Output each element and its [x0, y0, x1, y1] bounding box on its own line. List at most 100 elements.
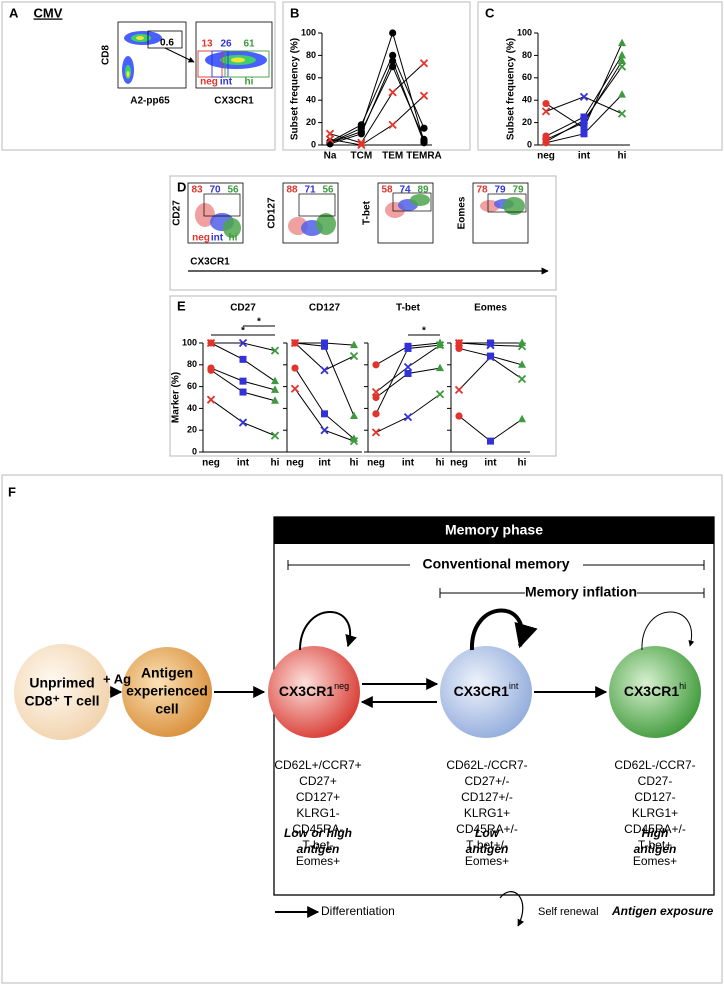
node-label: CD8⁺ T cell [24, 693, 99, 709]
node-label: CX3CR1hi [624, 681, 686, 698]
point [542, 99, 550, 108]
significance-label: * [257, 317, 261, 328]
subset-value: 89 [417, 185, 429, 196]
point [455, 344, 463, 353]
point [357, 138, 366, 147]
node-label-main: CX3CR1 [624, 683, 679, 699]
y-tick-label: 40 [306, 95, 316, 105]
point [371, 387, 381, 397]
point [486, 353, 495, 362]
x-tick-label: int [402, 458, 415, 469]
panel-label: A [9, 5, 19, 20]
marker-text: T-bet- [302, 838, 333, 852]
gate-value: 0.6 [160, 38, 174, 49]
series-line [210, 399, 276, 437]
y-axis-label: Subset frequency (%) [290, 38, 301, 140]
flow-y-label: CD27 [172, 200, 183, 226]
point [372, 361, 380, 369]
y-tick-label: 20 [522, 117, 532, 127]
point [518, 360, 526, 368]
point [517, 374, 527, 384]
point [618, 90, 626, 98]
series-line [329, 65, 425, 144]
point [454, 338, 464, 348]
node-label: cell [155, 701, 178, 717]
point [579, 92, 589, 101]
point [404, 370, 412, 378]
flow-x-label: A2-pp65 [130, 96, 170, 107]
y-tick-label: 40 [187, 403, 197, 413]
node-label-main: CX3CR1 [279, 683, 334, 699]
panel-label: F [8, 484, 16, 499]
series-line [375, 393, 441, 433]
y-tick-label: 0 [192, 446, 197, 456]
y-tick-label: 100 [182, 337, 197, 347]
y-tick-label: 60 [522, 72, 532, 82]
point [271, 385, 279, 393]
point [541, 107, 551, 116]
point [270, 346, 280, 355]
marker-text: CD127- [634, 790, 675, 804]
x-tick-label: neg [367, 458, 385, 469]
marker-text: CD62L-/CCR7- [446, 758, 527, 772]
point [239, 377, 247, 385]
marker-text: CD127+/- [461, 790, 513, 804]
point [419, 91, 429, 100]
point [350, 411, 358, 420]
x-tick-label: neg [202, 458, 220, 469]
subset-value: 74 [399, 185, 411, 196]
x-tick-label: TEM [382, 151, 403, 162]
significance-label: * [422, 326, 426, 337]
antigen-text: Low or high [284, 826, 352, 840]
point [371, 428, 381, 437]
point [290, 384, 300, 393]
marker-text: CD62L-/CCR7- [614, 758, 695, 772]
node-label: CX3CR1neg [279, 681, 349, 698]
legend-label: Self renewal [538, 906, 599, 918]
antigen-text: High [642, 826, 669, 840]
chart-title: T-bet [396, 303, 421, 314]
point [580, 130, 588, 138]
subset-name: neg [192, 233, 210, 244]
point [541, 137, 551, 146]
x-tick-label: hi [271, 458, 280, 469]
x-tick-label: hi [618, 151, 627, 162]
subset-name: hi [245, 77, 254, 88]
point [320, 366, 329, 375]
point [487, 437, 494, 445]
flow-x-label: CX3CR1 [190, 257, 230, 268]
point [271, 396, 279, 404]
point [454, 385, 464, 395]
x-tick-label: int [578, 151, 591, 162]
point [206, 395, 216, 404]
y-tick-label: 100 [517, 27, 532, 37]
point [389, 29, 397, 37]
flow-title: CMV [34, 5, 63, 20]
point [580, 113, 588, 121]
y-tick-label: 20 [187, 425, 197, 435]
marker-text: KLRG1+ [632, 806, 678, 820]
marker-text: CD45RA+/- [456, 822, 518, 836]
x-tick-label: hi [350, 458, 359, 469]
x-tick-label: int [484, 458, 497, 469]
y-tick-label: 40 [522, 95, 532, 105]
point [270, 431, 280, 440]
y-axis-label: Marker (%) [171, 372, 182, 423]
point [239, 355, 247, 363]
subset-value: 13 [201, 39, 213, 50]
point [579, 116, 589, 125]
antigen-text: antigen [466, 842, 509, 856]
point [349, 351, 359, 361]
y-tick-label: 20 [306, 117, 316, 127]
y-tick-label: 60 [306, 72, 316, 82]
significance-label: * [241, 326, 245, 337]
marker-text: CD27+ [299, 774, 337, 788]
marker-text: CD127+ [296, 790, 340, 804]
flow-y-label: T-bet [362, 200, 373, 225]
point [372, 393, 380, 402]
subset-value: 79 [512, 185, 524, 196]
point [271, 376, 279, 385]
point [420, 135, 428, 143]
x-tick-label: TCM [350, 151, 372, 162]
